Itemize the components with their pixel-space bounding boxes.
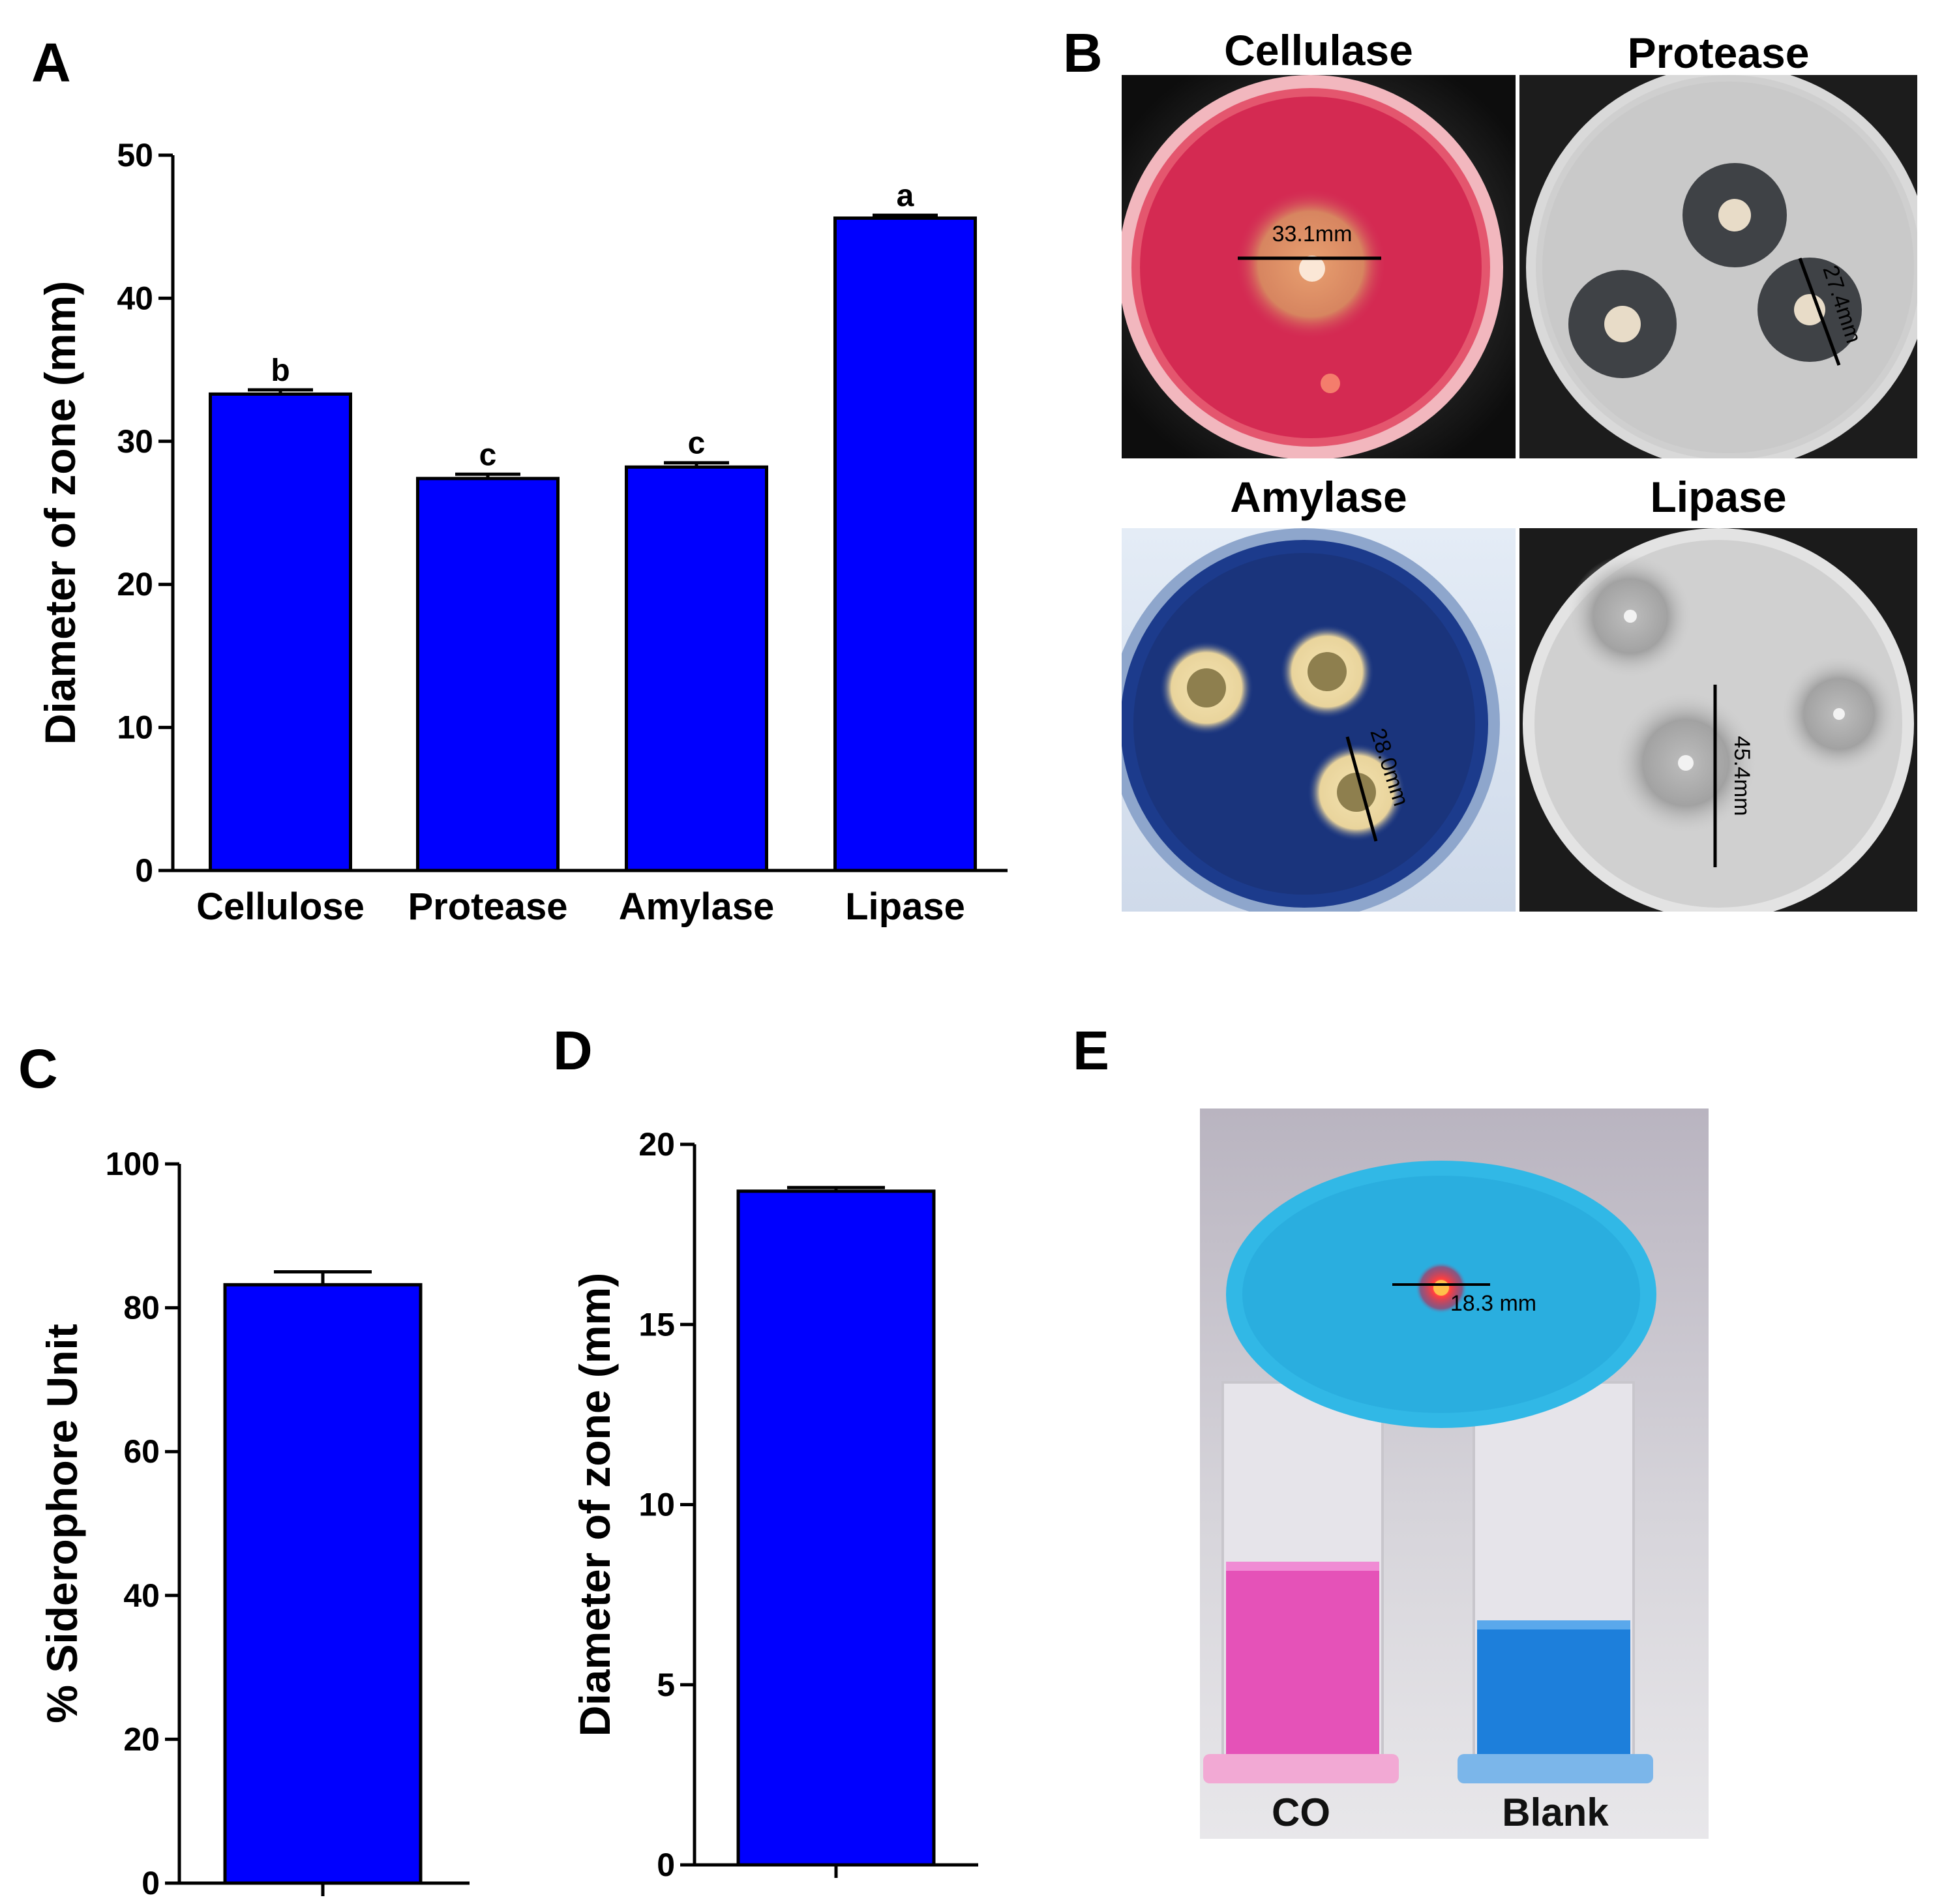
y-tick-label: 40 — [123, 1577, 160, 1614]
y-axis-title: Diameter of zone (mm) — [571, 1273, 619, 1736]
y-tick-label: 40 — [117, 280, 153, 316]
y-tick-label: 20 — [117, 566, 153, 602]
significance-label: c — [688, 426, 706, 461]
panel-letter-a: A — [31, 32, 71, 93]
photo-siderophore-cas-assay: 18.3 mm CO Blank — [1200, 1108, 1709, 1839]
bar — [625, 465, 768, 872]
measure-siderophore: 18.3 mm — [1450, 1291, 1536, 1316]
photo-lipase-plate: 45.4mm — [1519, 528, 1917, 912]
panel-letter-c: C — [18, 1038, 58, 1099]
panel-letter-b: B — [1063, 22, 1103, 83]
bar — [833, 216, 977, 872]
y-tick-label: 20 — [123, 1721, 160, 1757]
chart-c-siderophore: 0 20 40 60 80 100 % Siderophore Unit — [38, 1146, 470, 1901]
measure-lipase: 45.4mm — [1729, 736, 1754, 816]
photo-title-amylase: Amylase — [1230, 473, 1407, 521]
significance-label: b — [271, 353, 290, 388]
y-axis-title: Diameter of zone (mm) — [36, 281, 84, 745]
y-tick-label: 50 — [117, 137, 153, 173]
photo-title-lipase: Lipase — [1650, 473, 1786, 521]
chart-d-zone-diameter: 0 5 10 15 20 Diameter of zone (mm) — [571, 1126, 978, 1883]
x-tick-label: Amylase — [619, 885, 775, 928]
y-tick-label: 20 — [638, 1126, 675, 1163]
panel-letter-d: D — [553, 1020, 593, 1081]
bar — [209, 392, 352, 872]
y-tick-label: 30 — [117, 423, 153, 460]
tube-label-blank: Blank — [1502, 1791, 1609, 1834]
y-tick-label: 100 — [106, 1146, 160, 1182]
tube-label-co: CO — [1272, 1791, 1330, 1834]
y-axis-title: % Siderophore Unit — [38, 1324, 86, 1723]
measure-cellulase: 33.1mm — [1272, 222, 1353, 246]
y-tick-label: 5 — [657, 1667, 675, 1703]
bar — [736, 1189, 936, 1867]
significance-label: a — [897, 179, 914, 213]
y-tick-label: 0 — [142, 1865, 160, 1901]
photo-protease-plate: 27.4mm — [1519, 75, 1917, 458]
panel-letter-e: E — [1073, 1020, 1109, 1081]
y-tick-label: 0 — [657, 1847, 675, 1883]
y-tick-label: 10 — [117, 709, 153, 746]
y-tick-label: 60 — [123, 1433, 160, 1470]
x-tick-label: Protease — [408, 885, 567, 928]
chart-a-enzyme-zones: 0 10 20 30 40 50 Diameter of zone (mm) b Cellulo… — [36, 137, 1008, 928]
x-tick-label: Lipase — [845, 885, 965, 928]
bar — [223, 1283, 423, 1885]
photo-title-protease: Protease — [1628, 29, 1810, 77]
y-tick-label: 80 — [123, 1290, 160, 1326]
photo-title-cellulase: Cellulase — [1224, 26, 1413, 74]
x-tick-label: Cellulose — [196, 885, 365, 928]
bar — [416, 477, 560, 872]
y-tick-label: 0 — [135, 852, 153, 889]
photo-amylase-plate: 28.0mm — [1122, 528, 1516, 912]
y-tick-label: 10 — [638, 1487, 675, 1523]
significance-label: c — [479, 438, 497, 472]
y-tick-label: 15 — [638, 1306, 675, 1343]
photo-cellulase-plate: 33.1mm — [1122, 75, 1516, 458]
